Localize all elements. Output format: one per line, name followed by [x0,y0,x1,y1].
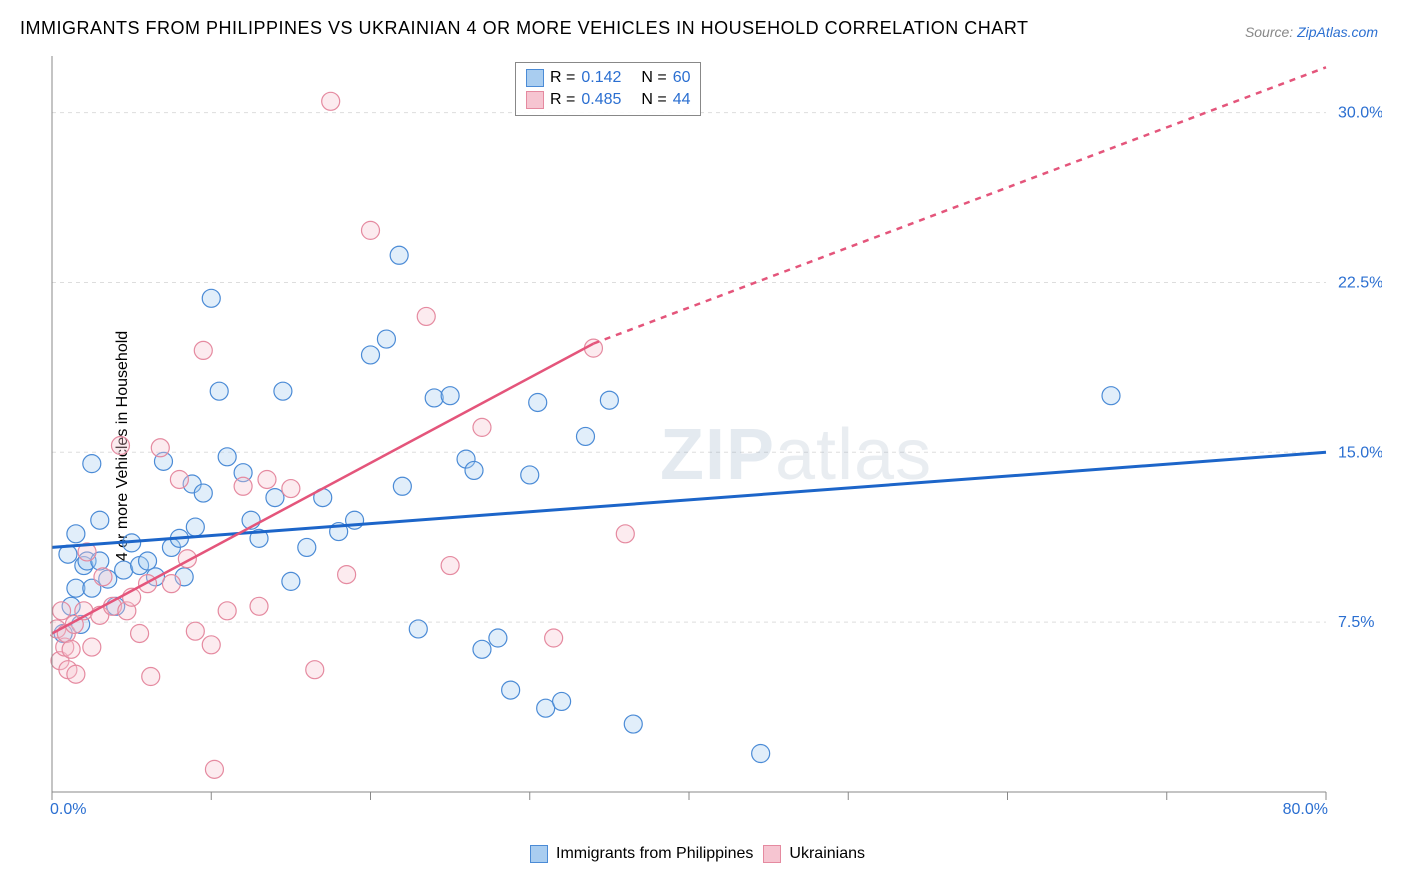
source-prefix: Source: [1245,24,1297,40]
data-point [322,92,340,110]
data-point [529,393,547,411]
data-point [393,477,411,495]
data-point [553,692,571,710]
data-point [545,629,563,647]
data-point [752,745,770,763]
data-point [441,387,459,405]
data-point [624,715,642,733]
data-point [115,561,133,579]
data-point [205,760,223,778]
legend-bottom-item: Ukrainians [763,845,865,863]
data-point [91,511,109,529]
plot-area: 7.5%15.0%22.5%30.0%0.0%80.0% ZIPatlas R … [50,54,1382,816]
data-point [162,575,180,593]
chart-title: IMMIGRANTS FROM PHILIPPINES VS UKRAINIAN… [20,18,1028,39]
legend-series-name: Immigrants from Philippines [556,845,753,863]
data-point [362,346,380,364]
data-point [202,636,220,654]
data-point [441,557,459,575]
data-point [139,552,157,570]
legend-r-value: 0.142 [581,69,635,87]
series-legend: Immigrants from Philippines Ukrainians [530,845,865,863]
data-point [274,382,292,400]
data-point [425,389,443,407]
legend-swatch [530,845,548,863]
legend-row: R = 0.485 N = 44 [526,89,690,111]
data-point [194,341,212,359]
data-point [266,489,284,507]
y-tick-label: 7.5% [1338,614,1374,631]
data-point [409,620,427,638]
data-point [111,437,129,455]
y-tick-label: 22.5% [1338,274,1382,291]
data-point [53,602,71,620]
chart-title-text: IMMIGRANTS FROM PHILIPPINES VS UKRAINIAN… [20,18,1028,38]
legend-r-label: R = [550,91,575,109]
data-point [234,477,252,495]
x-tick-label: 80.0% [1283,801,1328,816]
source-link[interactable]: ZipAtlas.com [1297,24,1378,40]
legend-swatch [763,845,781,863]
data-point [576,427,594,445]
scatter-plot-svg: 7.5% 15.0% 22.5% 30.0% 0.0% 80.0% [50,54,1382,816]
data-point [338,566,356,584]
data-point [218,448,236,466]
legend-n-label: N = [641,69,666,87]
legend-r-value: 0.485 [581,91,635,109]
data-point [210,382,228,400]
correlation-legend: R = 0.142 N = 60 R = 0.485 N = 44 [515,62,701,116]
data-point [390,246,408,264]
data-point [377,330,395,348]
data-point [362,221,380,239]
data-point [131,624,149,642]
legend-bottom-item: Immigrants from Philippines [530,845,753,863]
trend-line [52,344,593,634]
legend-swatch [526,91,544,109]
data-point [67,525,85,543]
data-point [465,461,483,479]
data-point [62,640,80,658]
legend-series-name: Ukrainians [789,845,865,863]
data-point [473,418,491,436]
data-point [142,668,160,686]
source-attribution: Source: ZipAtlas.com [1245,24,1378,40]
data-point [83,638,101,656]
data-point [186,518,204,536]
data-point [521,466,539,484]
data-point [218,602,236,620]
data-point [502,681,520,699]
data-point [202,289,220,307]
data-point [67,665,85,683]
legend-n-value: 44 [673,91,691,109]
trend-line-extrapolated [593,67,1326,343]
data-point [417,307,435,325]
data-point [1102,387,1120,405]
y-tick-label: 15.0% [1338,444,1382,461]
data-point [600,391,618,409]
data-point [83,455,101,473]
data-point [194,484,212,502]
legend-n-label: N = [641,91,666,109]
data-point [298,538,316,556]
data-point [258,470,276,488]
data-point [151,439,169,457]
legend-r-label: R = [550,69,575,87]
data-point [489,629,507,647]
data-point [306,661,324,679]
data-point [67,579,85,597]
data-point [473,640,491,658]
data-point [170,470,188,488]
y-tick-label: 30.0% [1338,105,1382,122]
legend-row: R = 0.142 N = 60 [526,67,690,89]
data-point [250,597,268,615]
data-point [537,699,555,717]
data-point [616,525,634,543]
data-point [186,622,204,640]
legend-n-value: 60 [673,69,691,87]
data-point [94,568,112,586]
data-point [282,480,300,498]
x-tick-label: 0.0% [50,801,86,816]
data-point [282,572,300,590]
legend-swatch [526,69,544,87]
